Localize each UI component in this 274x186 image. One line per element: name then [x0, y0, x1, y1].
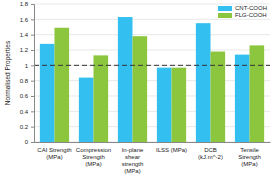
tick: 1.6: [20, 17, 34, 23]
tick-label: 0.6: [20, 93, 29, 99]
tick-label: 1.6: [20, 17, 29, 23]
tick-label: In-planeshearstrength(MPa): [122, 147, 144, 174]
x-axis: CAI Strength(MPa) CompressionStrength(MPa…: [35, 142, 271, 174]
bar: [132, 36, 147, 142]
bar: [157, 68, 172, 142]
chart: 0 0.2 0.4 0.6 0.8 1 1.2 1.4 1.6 1.8 CAI Strength(M…: [0, 0, 274, 186]
bar: [118, 17, 133, 142]
bar: [235, 55, 250, 142]
tick: ILSS (MPa): [156, 142, 187, 153]
tick-label: DCB(kJ.m^-2): [198, 147, 223, 160]
tick-label: 0.4: [20, 109, 29, 115]
grid: [34, 4, 270, 142]
grid-line: [34, 80, 270, 81]
bar: [40, 44, 55, 142]
tick: 0.2: [20, 124, 34, 130]
tick-mark: [31, 50, 34, 51]
tick-mark: [31, 19, 34, 20]
bar: [172, 68, 187, 142]
tick: 1.8: [20, 1, 34, 7]
legend-swatch: [218, 13, 232, 18]
tick: 1.4: [20, 32, 34, 38]
tick-mark: [31, 96, 34, 97]
tick-label: 0: [25, 139, 29, 145]
tick: 0.8: [20, 78, 34, 84]
tick-label: CAI Strength(MPa): [37, 147, 71, 160]
bar: [196, 23, 211, 142]
reference-line: [34, 65, 270, 66]
axis-title: Normalised Properties: [4, 40, 12, 105]
tick-label: 0.8: [20, 78, 29, 84]
tick-mark: [31, 127, 34, 128]
series: [40, 17, 250, 142]
tick: 0.4: [20, 109, 34, 115]
bar: [93, 55, 108, 142]
grid-line: [34, 19, 270, 20]
legend-item: FLG-COOH: [218, 12, 267, 18]
bar: [250, 45, 265, 142]
grid-line: [34, 34, 270, 35]
tick: 0.6: [20, 93, 34, 99]
legend-swatch: [218, 6, 232, 11]
grid-line: [34, 50, 270, 51]
tick-label: 1.4: [20, 32, 29, 38]
legend-item: CNT-COOH: [218, 5, 267, 11]
tick: TensileStrength(MPa): [238, 142, 261, 167]
tick-mark: [31, 81, 34, 82]
legend-label: FLG-COOH: [235, 12, 267, 18]
tick-mark: [31, 35, 34, 36]
grid-line: [34, 96, 270, 97]
grid-line: [34, 65, 270, 66]
plot: 0 0.2 0.4 0.6 0.8 1 1.2 1.4 1.6 1.8 CAI Strength(M…: [20, 1, 271, 174]
series: [54, 28, 264, 142]
legend-label: CNT-COOH: [235, 5, 267, 11]
grid-line: [34, 142, 270, 143]
axis-line: [35, 142, 271, 143]
tick: 1.2: [20, 47, 34, 53]
bar: [54, 28, 69, 142]
bar: [79, 78, 94, 142]
tick: CompressionStrength(MPa): [76, 142, 111, 167]
tick: 1: [25, 63, 34, 69]
tick-label: TensileStrength(MPa): [238, 147, 261, 167]
y-axis: 0 0.2 0.4 0.6 0.8 1 1.2 1.4 1.6 1.8: [20, 1, 35, 145]
tick-label: 0.2: [20, 124, 29, 130]
tick-mark: [31, 142, 34, 143]
tick-mark: [31, 4, 34, 5]
tick-label: 1.8: [20, 1, 29, 7]
tick-label: 1.2: [20, 47, 29, 53]
marks: [34, 17, 270, 142]
tick-label: ILSS (MPa): [156, 147, 187, 153]
grid-line: [34, 126, 270, 127]
tick-mark: [31, 111, 34, 112]
tick-label: 1: [25, 63, 29, 69]
legend: CNT-COOHFLG-COOH: [218, 5, 267, 18]
tick: 0: [25, 139, 34, 145]
tick-mark: [31, 65, 34, 66]
tick: In-planeshearstrength(MPa): [122, 142, 144, 174]
tick-label: CompressionStrength(MPa): [76, 147, 111, 167]
tick: CAI Strength(MPa): [37, 142, 71, 160]
grid-line: [34, 111, 270, 112]
axis-line: [31, 5, 35, 143]
tick: DCB(kJ.m^-2): [198, 142, 223, 160]
